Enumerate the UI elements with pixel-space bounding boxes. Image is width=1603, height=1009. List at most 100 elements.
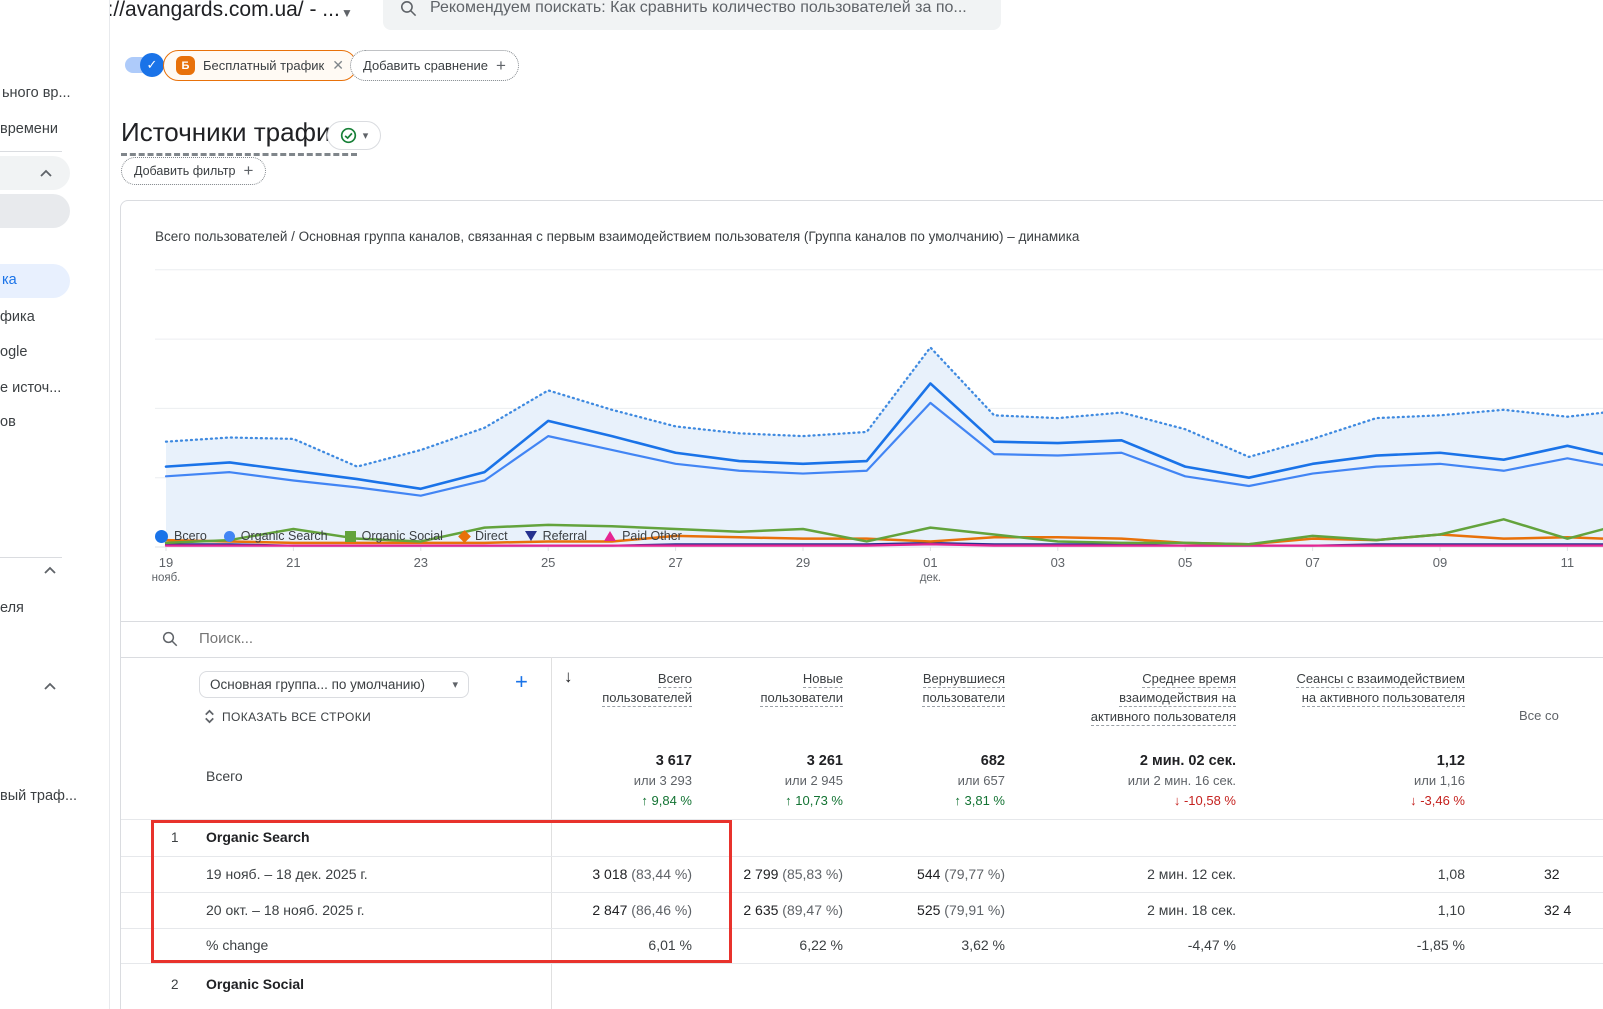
add-comparison-label: Добавить сравнение: [363, 58, 489, 73]
triangle-down-marker-icon: [524, 531, 537, 541]
top-bar: ка https://avangards.com.ua/ - ... ▼ Рек…: [0, 0, 1603, 32]
svg-text:дек.: дек.: [920, 572, 941, 584]
chevron-down-icon: ▾: [452, 679, 458, 691]
plus-icon: +: [243, 161, 254, 180]
search-icon: [400, 0, 417, 16]
legend-item-total[interactable]: Всего: [155, 529, 207, 543]
plus-icon: +: [496, 55, 506, 75]
sidebar-item-fragment[interactable]: ьного вр...: [2, 85, 71, 101]
table-row-percent-change[interactable]: % change 6,01 % 6,22 % 3,62 % -4,47 % -1…: [206, 937, 1465, 953]
square-marker-icon: [344, 530, 356, 542]
free-traffic-chip[interactable]: Б Бесплатный трафик ✕: [163, 50, 357, 81]
chevron-up-icon[interactable]: [44, 682, 56, 690]
circle-marker-icon: [223, 530, 235, 542]
svg-text:11: 11: [1561, 555, 1575, 570]
totals-cell: 3 261 или 2 945 ↑ 10,73 %: [784, 753, 843, 808]
show-all-rows-button[interactable]: ПОКАЗАТЬ ВСЕ СТРОКИ: [203, 709, 371, 724]
sidebar-active-label: ка: [2, 272, 17, 288]
svg-text:нояб.: нояб.: [152, 572, 181, 584]
table-row-channel[interactable]: 2 Organic Social: [171, 976, 305, 992]
sidebar-item-fragment[interactable]: ов: [0, 414, 16, 430]
sidebar-divider: [0, 151, 62, 152]
row-divider: [121, 892, 1603, 893]
table-row-period1[interactable]: 19 нояб. – 18 дек. 2025 г. 3 018 (83,44 …: [206, 866, 1560, 882]
global-search-bar[interactable]: Рекомендуем поискать: Как сравнить колич…: [383, 0, 1001, 30]
svg-text:03: 03: [1051, 555, 1065, 570]
totals-cell: 1,12 или 1,16 ↓ -3,46 %: [1410, 753, 1465, 808]
chart-title: Всего пользователей / Основная группа ка…: [155, 229, 1080, 244]
row-divider: [121, 819, 1603, 820]
chevron-down-icon: ▾: [362, 130, 369, 142]
svg-text:29: 29: [796, 555, 810, 570]
sort-descending-icon[interactable]: ↓: [564, 667, 573, 686]
table-column-divider: [551, 657, 552, 1009]
svg-text:23: 23: [414, 555, 428, 570]
page-title[interactable]: Источники трафика: [121, 117, 357, 156]
report-card: Всего пользователей / Основная группа ка…: [120, 200, 1603, 1009]
dimension-selector[interactable]: Основная группа... по умолчанию) ▾: [199, 671, 469, 698]
segment-badge: Б: [176, 56, 195, 75]
table-search-input[interactable]: [197, 629, 597, 648]
row-divider: [121, 963, 1603, 964]
svg-text:19: 19: [159, 555, 173, 570]
property-selector[interactable]: https://avangards.com.ua/ - ...: [62, 0, 340, 21]
column-header-total-users[interactable]: Всего пользователей: [602, 671, 692, 707]
totals-cell: 682 или 657 ↑ 3,81 %: [954, 753, 1005, 808]
sidebar-divider: [0, 557, 62, 558]
sidebar-item-fragment[interactable]: еля: [0, 600, 24, 616]
svg-text:09: 09: [1433, 555, 1447, 570]
svg-text:01: 01: [923, 555, 937, 570]
add-filter-chip[interactable]: Добавить фильтр +: [121, 157, 267, 185]
column-header-avg-engagement-time[interactable]: Среднее время взаимодействия на активног…: [1090, 671, 1236, 726]
svg-text:21: 21: [286, 555, 300, 570]
comparison-toggle[interactable]: ✓: [125, 53, 164, 77]
totals-cell: 3 617 или 3 293 ↑ 9,84 %: [633, 753, 692, 808]
legend-item-referral[interactable]: Referral: [524, 529, 587, 543]
legend-item-paid-other[interactable]: Paid Other: [604, 529, 682, 543]
row-divider: [121, 928, 1603, 929]
svg-text:07: 07: [1305, 555, 1319, 570]
trend-line-chart[interactable]: 19 нояб. 21 23 25 27 29 01 дек. 03 05 07 09 11: [152, 256, 1603, 596]
search-icon: [162, 631, 178, 646]
divider: [121, 657, 1603, 658]
sidebar-item-fragment[interactable]: времени: [0, 121, 58, 137]
sidebar-collapse-pill[interactable]: [0, 156, 70, 190]
sidebar-item-fragment[interactable]: фика: [0, 309, 35, 325]
legend-item-organic-search[interactable]: Organic Search: [223, 529, 328, 543]
free-traffic-chip-label: Бесплатный трафик: [203, 58, 325, 73]
circle-marker-icon: [155, 529, 168, 543]
sidebar-item-fragment[interactable]: е источ...: [0, 380, 62, 396]
table-search[interactable]: [161, 629, 1061, 648]
close-icon[interactable]: ✕: [332, 57, 344, 73]
check-circle-icon: [340, 127, 356, 144]
sidebar-item-fragment[interactable]: ogle: [0, 344, 28, 360]
sidebar-item-pill[interactable]: [0, 194, 70, 228]
svg-text:27: 27: [668, 555, 682, 570]
unfold-more-icon: [205, 709, 214, 724]
column-header-engaged-sessions[interactable]: Сеансы с взаимодействием на активного по…: [1296, 671, 1465, 707]
chevron-up-icon[interactable]: [44, 566, 56, 574]
legend-item-organic-social[interactable]: Organic Social: [344, 529, 443, 543]
row-divider: [121, 856, 1603, 857]
triangle-up-marker-icon: [604, 531, 617, 541]
column-header-returning-users[interactable]: Вернувшиеся пользователи: [922, 671, 1005, 707]
sidebar-item-active[interactable]: ка: [0, 264, 70, 298]
svg-text:05: 05: [1178, 555, 1192, 570]
legend-item-direct[interactable]: Direct: [458, 529, 508, 543]
chevron-up-icon: [40, 169, 52, 177]
report-status-pill[interactable]: ▾: [327, 121, 381, 150]
svg-text:25: 25: [541, 555, 555, 570]
column-header-all-events[interactable]: Все со: [1519, 708, 1559, 723]
column-header-new-users[interactable]: Новые пользователи: [760, 671, 843, 707]
add-dimension-button[interactable]: +: [515, 669, 528, 694]
table-row-channel[interactable]: 1 Organic Search: [171, 829, 310, 845]
property-caret-icon[interactable]: ▼: [341, 6, 353, 20]
chart-legend: Всего Organic Search Organic Social Dire…: [155, 529, 682, 543]
sidebar-item-fragment[interactable]: вый траф...: [0, 788, 78, 804]
add-comparison-chip[interactable]: Добавить сравнение +: [350, 50, 519, 81]
table-row-period2[interactable]: 20 окт. – 18 нояб. 2025 г. 2 847 (86,46 …: [206, 902, 1572, 918]
search-suggestion-text: Рекомендуем поискать: Как сравнить колич…: [430, 0, 967, 16]
totals-row-label: Всего: [206, 768, 243, 784]
divider: [121, 621, 1603, 622]
